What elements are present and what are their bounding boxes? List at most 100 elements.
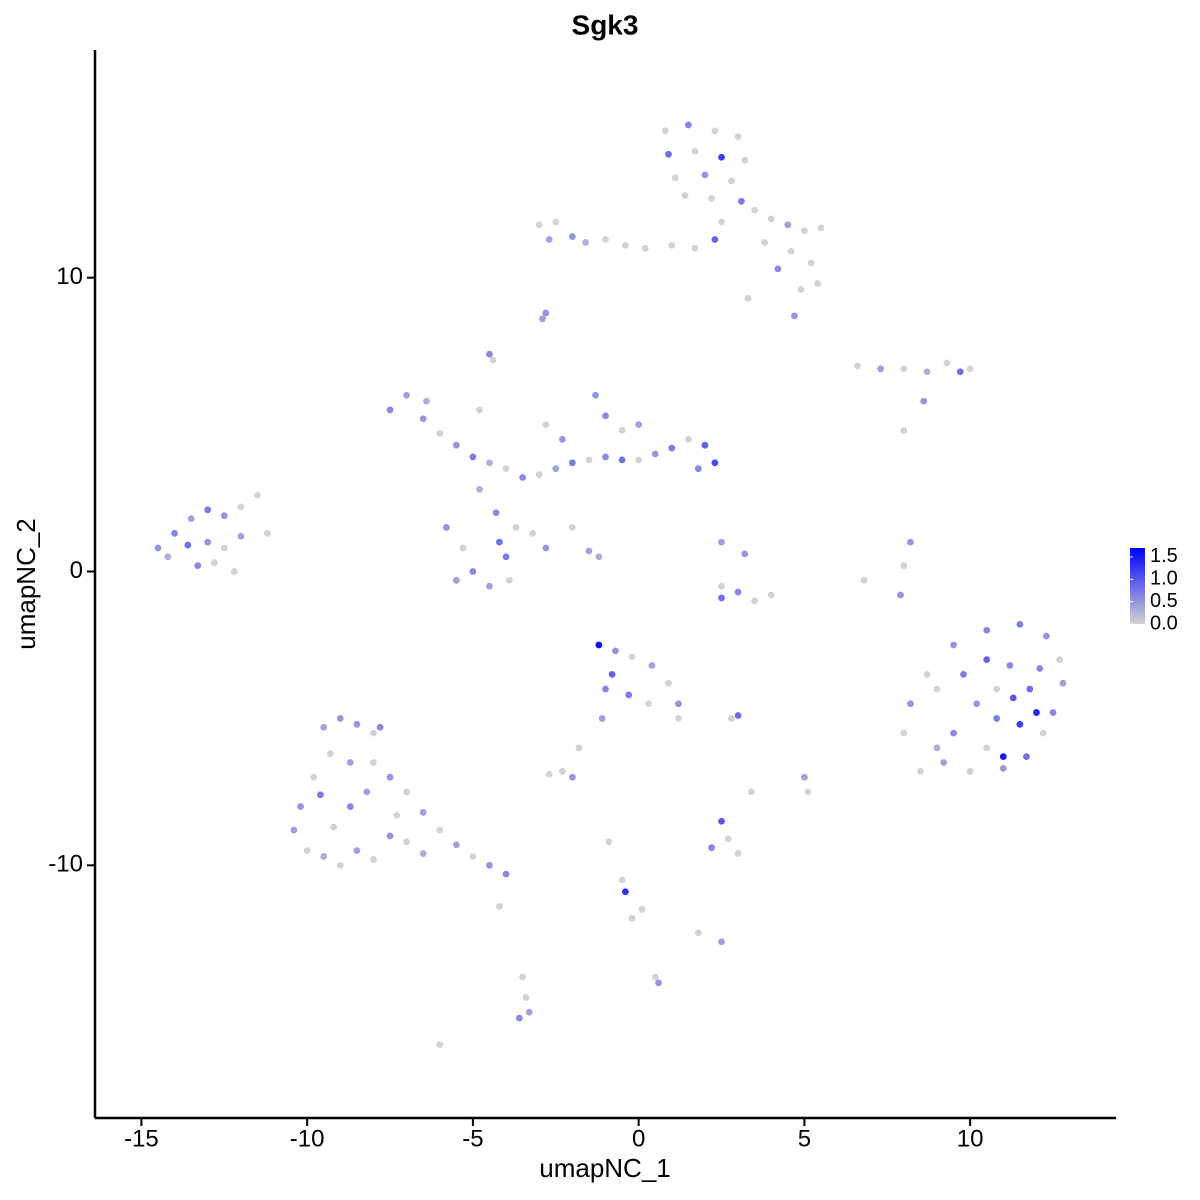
cell-point [263,529,271,537]
cell-point [907,538,914,546]
cell-point [999,753,1007,761]
cell-point [595,641,603,649]
x-tick-label: -5 [462,1125,483,1152]
cell-point [701,171,709,179]
x-tick-label: -15 [124,1125,159,1152]
cell-point [522,994,530,1001]
cell-point [751,206,759,214]
cell-point [476,485,483,493]
cell-point [933,685,941,693]
cell-point [1016,620,1024,628]
colorbar [1130,548,1145,624]
cell-point [486,459,493,467]
cell-point [535,471,543,478]
cell-point [665,150,672,158]
cell-point [1039,729,1047,737]
cell-point [711,127,719,135]
cell-point [568,524,576,531]
cell-point [552,465,560,473]
cell-point [602,236,609,243]
cell-point [436,430,444,437]
cell-point [459,544,467,552]
cell-point [326,750,334,758]
cell-point [290,826,298,834]
cell-point [452,441,460,449]
cell-point [539,315,546,323]
cell-point [684,435,692,443]
cell-point [917,767,924,775]
cell-point [1056,656,1064,664]
cell-point [582,239,590,246]
cell-point [592,391,599,399]
cell-point [363,788,371,796]
cell-point [675,715,682,722]
cell-point [923,670,931,678]
cell-point [469,453,477,461]
cell-point [738,197,745,205]
cell-point [545,236,553,243]
cell-point [602,453,609,461]
cell-point [605,838,613,846]
cell-point [542,544,550,552]
cell-point [671,174,679,182]
cell-point [734,712,742,719]
cell-point [900,562,908,570]
x-tick-label: 5 [798,1125,811,1152]
cell-point [436,826,444,834]
cell-point [492,509,500,517]
cell-point [386,406,394,414]
cell-point [194,562,202,570]
x-axis-title: umapNC_1 [539,1153,671,1183]
colorbar-tick-label: 0.5 [1150,590,1178,612]
cell-point [1036,665,1044,672]
cell-point [661,127,669,135]
cell-point [469,853,477,860]
cell-point [907,700,914,708]
cell-point [718,817,725,825]
cell-point [645,700,652,708]
cell-point [701,441,709,449]
cell-point [675,700,682,708]
cell-point [900,729,908,737]
cell-point [184,541,192,549]
cell-point [602,685,609,693]
cell-point [545,770,553,778]
cell-point [665,679,672,687]
cell-point [452,576,460,584]
cell-point [960,670,967,678]
cell-point [804,788,812,796]
cell-point [452,841,460,849]
cell-point [618,427,626,434]
cell-point [210,559,218,567]
cell-point [668,241,676,249]
cell-point [635,421,643,429]
cell-point [1049,709,1057,716]
cell-point [336,861,344,869]
cell-point [486,350,493,358]
cell-point [297,803,304,810]
cell-point [346,803,354,810]
cell-point [877,365,885,373]
cell-point [694,929,702,937]
x-tick-label: 0 [632,1125,645,1152]
cell-point [542,309,550,317]
cell-point [800,773,808,781]
cell-point [797,286,805,293]
cell-point [469,568,477,575]
cell-point [370,759,377,766]
cell-point [1059,679,1067,687]
x-tick-label: 10 [957,1125,984,1152]
cell-point [718,594,725,602]
colorbar-tick-label: 0.0 [1150,612,1178,634]
cell-point [1033,709,1040,716]
cell-point [386,832,394,840]
cell-point [187,515,195,523]
cell-point [718,938,725,946]
cell-point [618,876,626,884]
cell-point [515,1014,523,1022]
cell-point [220,512,228,520]
cell-point [628,914,636,922]
cell-point [612,647,619,655]
cell-point [920,397,928,405]
